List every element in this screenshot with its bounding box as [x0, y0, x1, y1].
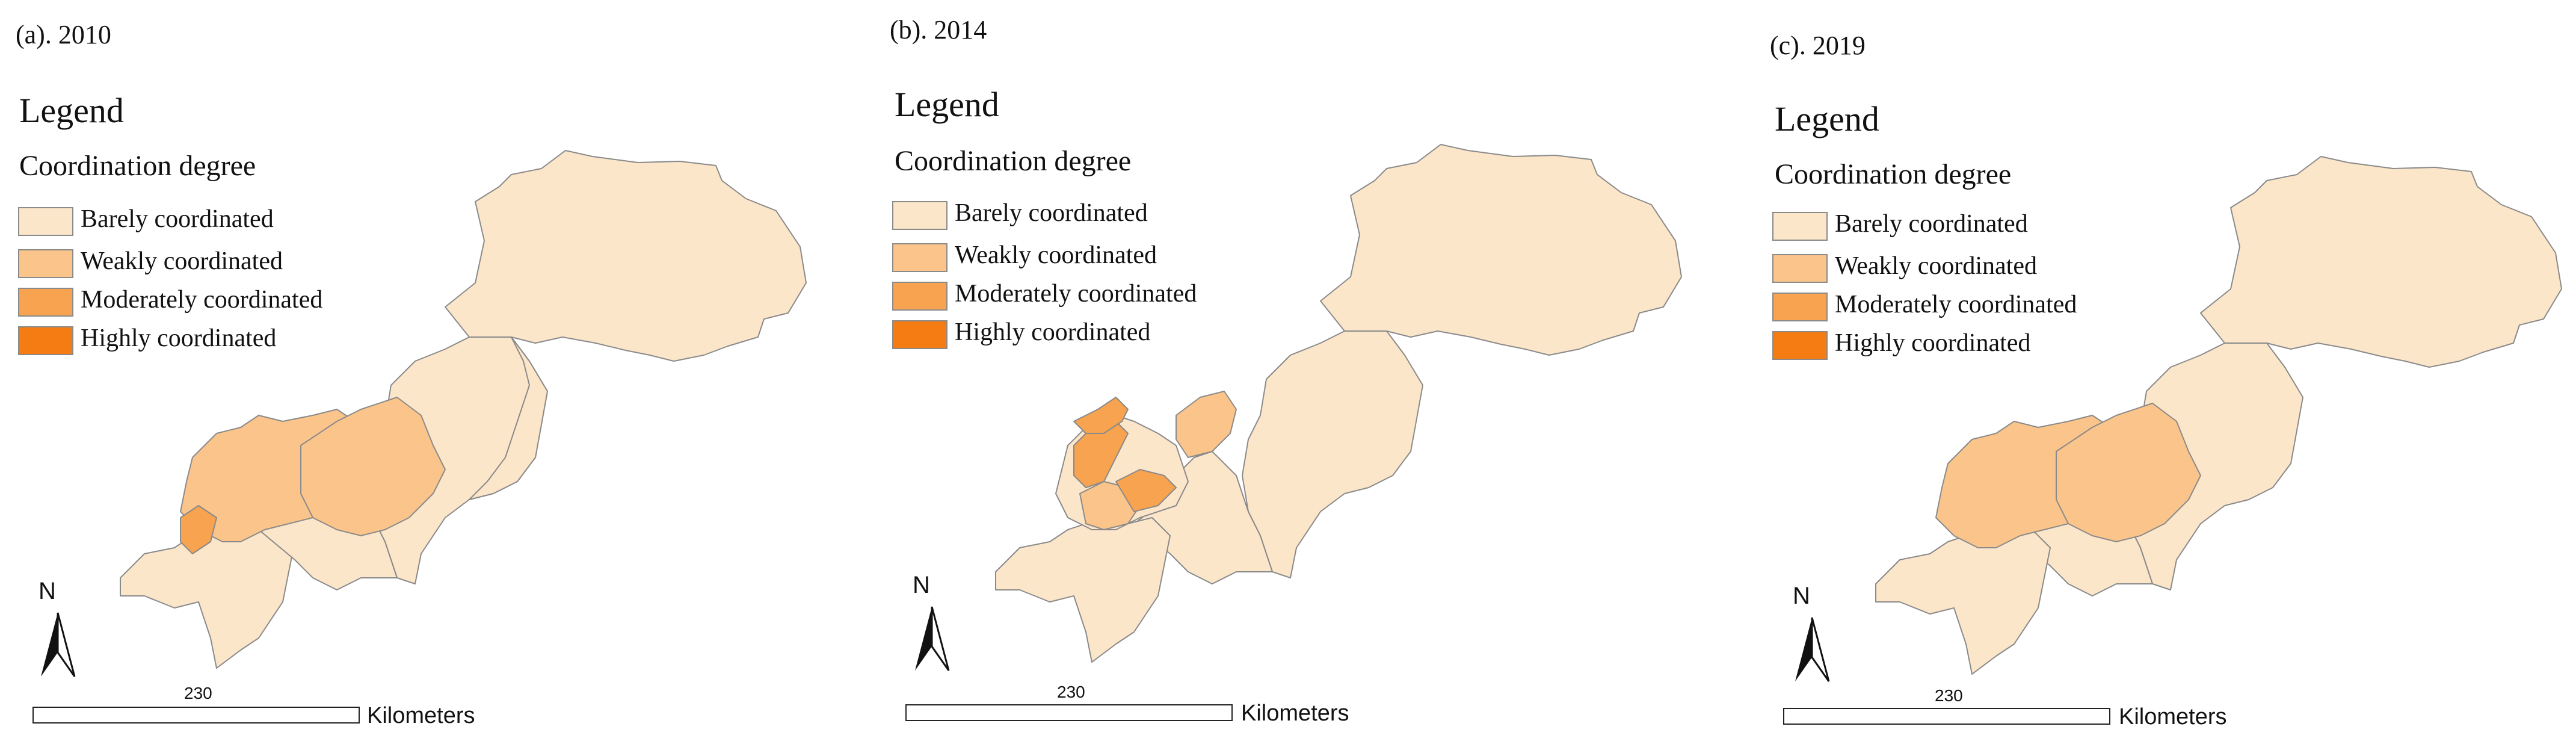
- legend-swatch: [892, 243, 948, 272]
- scale-bar: [32, 707, 360, 724]
- region-northeast: [2200, 156, 2562, 368]
- region-map: [1875, 156, 2562, 675]
- north-label: N: [39, 578, 56, 604]
- legend-label: Highly coordinated: [81, 324, 277, 352]
- north-label: N: [1793, 583, 1810, 609]
- legend-title: Legend: [1775, 99, 1879, 138]
- legend-label: Weakly coordinated: [955, 241, 1157, 269]
- legend-swatch: [18, 207, 73, 236]
- legend-swatch: [1772, 254, 1828, 283]
- region-map: [995, 144, 1682, 663]
- region-center-moderate: [1115, 469, 1177, 512]
- legend-label: Highly coordinated: [955, 318, 1151, 346]
- north-arrow: N: [34, 578, 82, 683]
- legend-subtitle: Coordination degree: [895, 145, 1132, 177]
- region-map: [120, 150, 807, 669]
- scale-bar: [1783, 708, 2110, 725]
- scale-value: 230: [184, 684, 212, 702]
- legend-title: Legend: [19, 91, 124, 130]
- legend-label: Barely coordinated: [955, 199, 1148, 227]
- legend-label: Moderately coordinated: [955, 280, 1197, 308]
- legend-label: Moderately coordinated: [81, 286, 323, 314]
- region-north-moderate: [1073, 397, 1129, 434]
- region-northeast: [445, 150, 807, 362]
- scale-unit: Kilometers: [2119, 704, 2227, 730]
- region-middle: [1242, 330, 1423, 578]
- panel-title: (b). 2014: [890, 15, 987, 45]
- legend-swatch: [18, 326, 73, 355]
- legend-swatch: [892, 320, 948, 349]
- legend-swatch: [18, 288, 73, 317]
- region-central-weak: [300, 397, 446, 536]
- legend-label: Highly coordinated: [1835, 329, 2031, 357]
- legend-swatch: [1772, 212, 1828, 241]
- region-southwest: [995, 511, 1171, 663]
- scale-value: 230: [1057, 683, 1085, 701]
- north-label: N: [913, 572, 930, 598]
- legend-subtitle: Coordination degree: [19, 150, 256, 182]
- north-arrow: N: [908, 572, 956, 677]
- map-panel-2019: (c). 2019 Legend Coordination degree Bar…: [1755, 0, 2576, 753]
- legend-label: Barely coordinated: [1835, 210, 2028, 238]
- scale-value: 230: [1935, 686, 1963, 705]
- panel-title: (a). 2010: [16, 20, 111, 49]
- region-center-weak: [1176, 391, 1237, 458]
- region-east-lower: [469, 336, 548, 500]
- legend-label: Weakly coordinated: [81, 247, 283, 275]
- panel-title: (c). 2019: [1770, 31, 1866, 60]
- north-arrow-icon: [41, 612, 76, 677]
- north-arrow: N: [1788, 583, 1836, 687]
- legend-subtitle: Coordination degree: [1775, 158, 2012, 190]
- north-arrow-icon: [915, 606, 950, 671]
- region-moderate: [180, 505, 217, 554]
- legend-label: Weakly coordinated: [1835, 252, 2037, 280]
- legend-swatch: [892, 282, 948, 311]
- scale-bar: [905, 704, 1233, 721]
- scale-unit: Kilometers: [367, 703, 475, 728]
- scale-unit: Kilometers: [1241, 701, 1349, 726]
- legend-swatch: [892, 201, 948, 230]
- legend-label: Moderately coordinated: [1835, 291, 2077, 318]
- map-panel-2014: (b). 2014 Legend Coordination degree Bar…: [875, 0, 1734, 753]
- legend-label: Barely coordinated: [81, 205, 274, 233]
- region-central-weak: [2056, 403, 2201, 542]
- north-arrow-icon: [1795, 617, 1830, 682]
- map-panel-2010: (a). 2010 Legend Coordination degree Bar…: [0, 0, 858, 753]
- region-southwest: [1875, 523, 2051, 675]
- legend-swatch: [1772, 331, 1828, 360]
- region-northeast: [1320, 144, 1682, 356]
- legend-title: Legend: [895, 85, 999, 124]
- legend-swatch: [18, 249, 73, 278]
- legend-swatch: [1772, 293, 1828, 321]
